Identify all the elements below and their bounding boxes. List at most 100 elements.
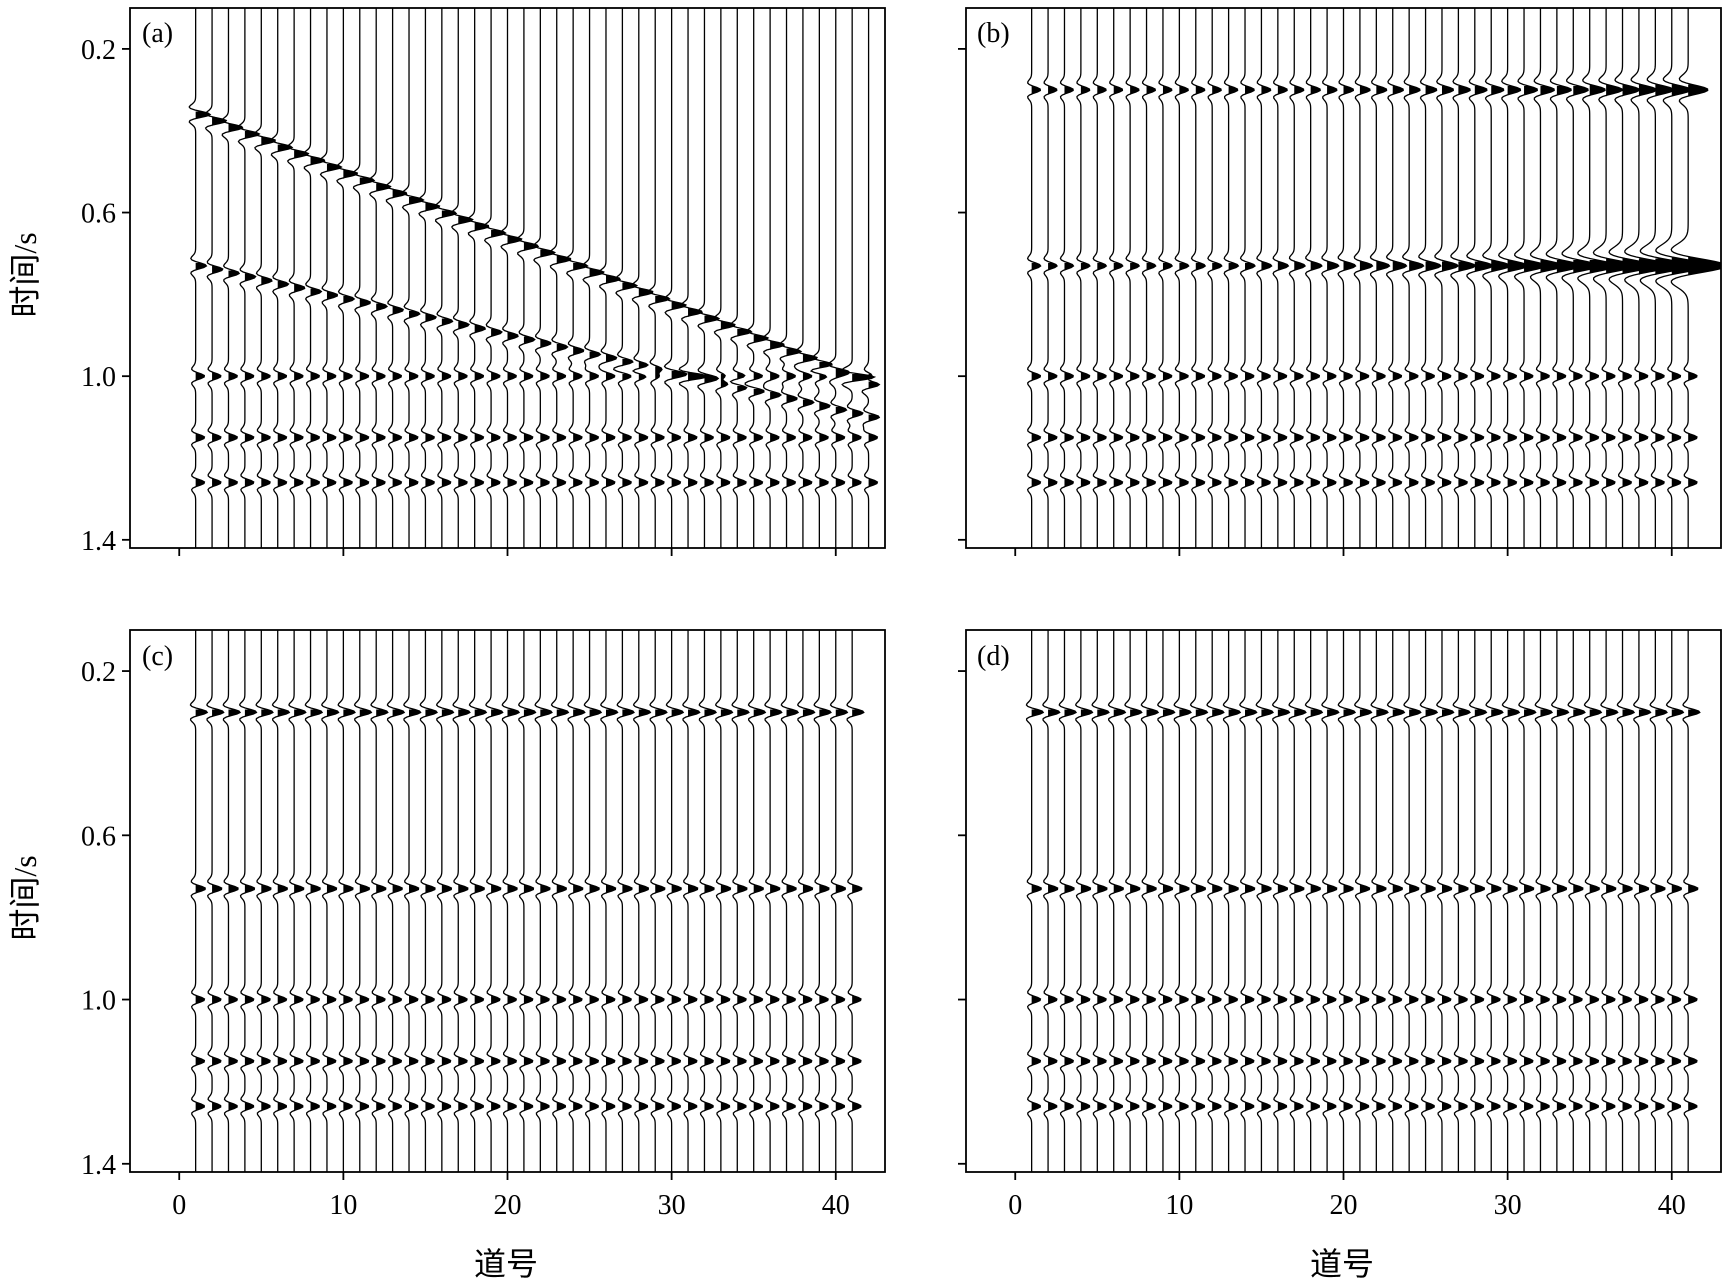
trace-12 <box>1206 630 1225 1172</box>
y-tick-label: 1.4 <box>81 526 116 557</box>
x-tick-label: 40 <box>1658 1190 1686 1221</box>
trace-16 <box>1271 630 1291 1172</box>
trace-29 <box>1485 630 1504 1172</box>
traces-group <box>1026 8 1721 548</box>
trace-36 <box>764 630 783 1172</box>
trace-35 <box>747 630 767 1172</box>
trace-7 <box>286 8 310 548</box>
trace-33 <box>1545 8 1582 548</box>
trace-36 <box>1600 630 1619 1172</box>
trace-40 <box>827 8 851 548</box>
trace-32 <box>697 8 721 548</box>
trace-28 <box>1468 630 1488 1172</box>
x-tick-label: 20 <box>1330 1190 1358 1221</box>
trace-39 <box>813 630 832 1172</box>
trace-15 <box>1256 8 1273 548</box>
trace-11 <box>1190 8 1207 548</box>
trace-fill-42 <box>868 374 880 488</box>
trace-23 <box>549 8 572 548</box>
trace-5 <box>1092 8 1108 548</box>
trace-35 <box>1583 630 1603 1172</box>
trace-40 <box>1655 8 1709 548</box>
trace-3 <box>221 8 244 548</box>
trace-25 <box>1418 8 1442 548</box>
trace-16 <box>434 8 458 548</box>
trace-10 <box>336 8 359 548</box>
trace-9 <box>320 630 340 1172</box>
trace-41 <box>841 8 877 548</box>
trace-29 <box>647 8 671 548</box>
y-axis-label-bottom: 时间/s <box>7 855 43 940</box>
panel-tag-a: (a) <box>142 18 173 49</box>
trace-8 <box>303 8 326 548</box>
y-tick-label: 0.2 <box>81 657 116 688</box>
trace-20 <box>500 8 523 548</box>
trace-6 <box>271 630 291 1172</box>
trace-28 <box>1466 8 1494 548</box>
traces-group <box>189 630 865 1172</box>
trace-5 <box>254 8 276 548</box>
trace-23 <box>1385 8 1408 548</box>
trace-4 <box>1076 8 1091 548</box>
y-tick-label: 1.4 <box>81 1150 116 1181</box>
trace-17 <box>1288 630 1307 1172</box>
trace-30 <box>663 8 688 548</box>
x-tick-label: 10 <box>1165 1190 1193 1221</box>
trace-fill-27 <box>622 282 637 488</box>
trace-14 <box>1239 8 1256 548</box>
trace-14 <box>1239 630 1258 1172</box>
trace-25 <box>582 8 605 548</box>
x-tick-label: 20 <box>494 1190 522 1221</box>
panel-tag-b: (b) <box>977 18 1010 49</box>
trace-4 <box>1074 630 1094 1172</box>
trace-41 <box>1670 8 1721 548</box>
trace-39 <box>809 8 833 548</box>
trace-15 <box>419 630 439 1172</box>
trace-3 <box>1059 8 1075 548</box>
trace-36 <box>762 8 785 548</box>
trace-22 <box>533 8 557 548</box>
panel-d: 0 10 20 30 40 <box>958 629 1722 1221</box>
trace-42 <box>861 8 881 548</box>
trace-8 <box>1140 630 1160 1172</box>
trace-38 <box>796 630 816 1172</box>
trace-33 <box>713 8 736 548</box>
trace-14 <box>401 8 425 548</box>
trace-30 <box>1497 8 1529 548</box>
trace-23 <box>550 630 570 1172</box>
trace-12 <box>370 630 389 1172</box>
trace-22 <box>1369 8 1391 548</box>
trace-27 <box>612 8 639 548</box>
trace-35 <box>744 8 770 548</box>
trace-11 <box>1189 630 1209 1172</box>
trace-fill-25 <box>589 269 604 488</box>
trace-5 <box>1091 630 1110 1172</box>
trace-13 <box>1223 8 1240 548</box>
trace-32 <box>1529 8 1564 548</box>
trace-37 <box>1608 8 1654 548</box>
trace-31 <box>682 630 701 1172</box>
trace-31 <box>1513 8 1547 548</box>
panel-a: 0.2 0.6 1.0 1.4 <box>81 7 886 557</box>
trace-31 <box>1518 630 1537 1172</box>
trace-26 <box>1435 630 1455 1172</box>
trace-12 <box>1207 8 1223 548</box>
x-axis-label-right: 道号 <box>1310 1246 1374 1282</box>
trace-30 <box>1501 630 1521 1172</box>
trace-19 <box>1321 630 1340 1172</box>
trace-28 <box>632 630 652 1172</box>
y-tick-label: 1.0 <box>81 986 116 1017</box>
trace-17 <box>1288 8 1307 548</box>
trace-14 <box>403 630 422 1172</box>
trace-3 <box>222 630 242 1172</box>
trace-38 <box>1624 8 1672 548</box>
trace-34 <box>1561 8 1600 548</box>
trace-13 <box>385 8 408 548</box>
trace-11 <box>352 8 376 548</box>
y-axis-label-top: 时间/s <box>7 232 43 317</box>
traces-group <box>1025 630 1701 1172</box>
trace-6 <box>1108 8 1124 548</box>
trace-2 <box>206 630 225 1172</box>
trace-10 <box>1173 630 1192 1172</box>
